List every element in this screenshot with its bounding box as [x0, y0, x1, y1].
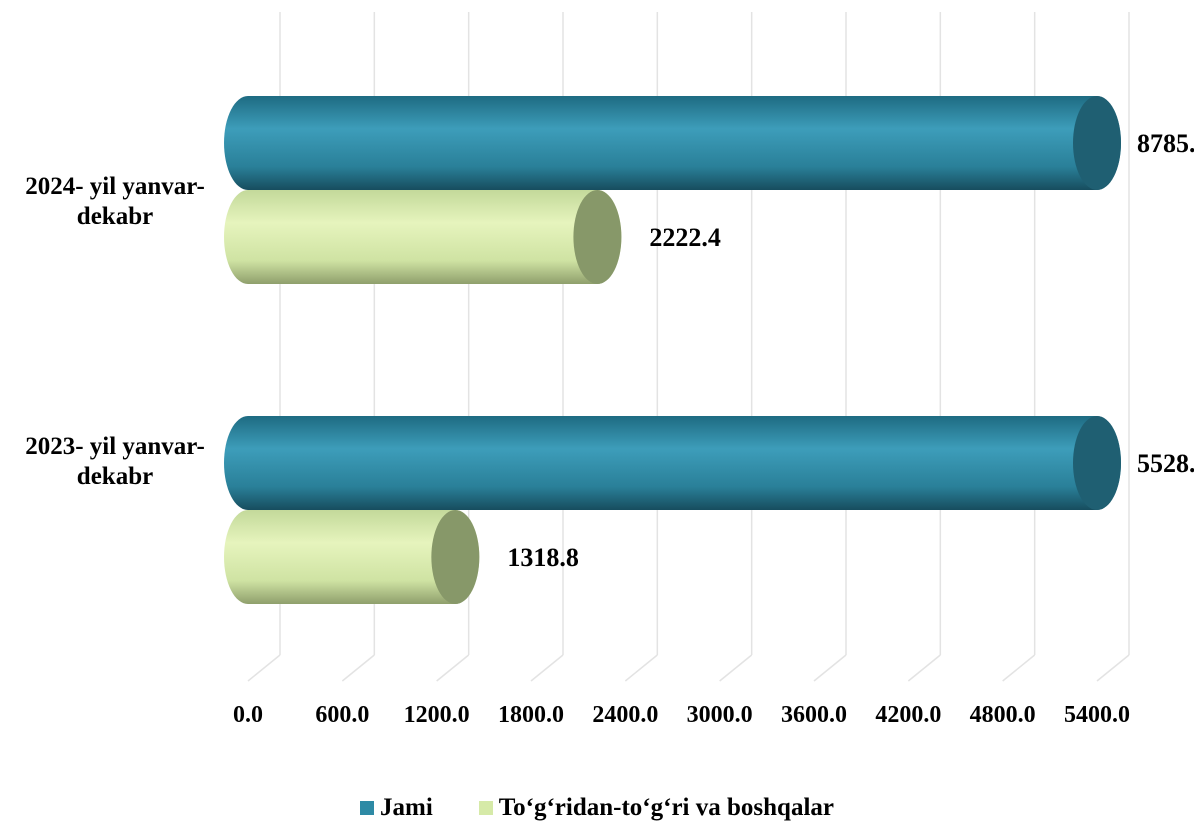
- category-label-line: dekabr: [76, 203, 154, 230]
- legend-item-jami: Jami: [360, 794, 433, 822]
- x-tick-label: 4200.0: [875, 702, 941, 728]
- data-label: 5528.6: [1137, 449, 1194, 478]
- gridline-floor: [247, 654, 281, 682]
- bar-end-cap: [573, 190, 622, 284]
- gridline-floor: [1002, 654, 1036, 682]
- bar-jami: [224, 96, 1121, 190]
- x-tick-label: 2400.0: [592, 702, 658, 728]
- x-tick-label: 3000.0: [687, 702, 753, 728]
- category-label: 2023- yil yanvar- dekabr: [0, 432, 230, 492]
- data-labels: 8785.2 2222.4 5528.6 1318.8: [507, 129, 1194, 572]
- gridline-floor: [436, 654, 470, 682]
- bar-togridan: [224, 510, 480, 604]
- legend-label: Jami: [380, 794, 433, 821]
- data-label: 1318.8: [507, 543, 579, 572]
- bar-jami: [224, 416, 1121, 510]
- gridline-floor: [1096, 654, 1130, 682]
- gridline-floor: [624, 654, 658, 682]
- category-label: 2024- yil yanvar- dekabr: [0, 172, 230, 232]
- x-tick-label: 1800.0: [498, 702, 564, 728]
- legend: Jami To‘g‘ridan-to‘g‘ri va boshqalar: [0, 794, 1194, 822]
- data-label: 2222.4: [649, 223, 721, 252]
- legend-label: To‘g‘ridan-to‘g‘ri va boshqalar: [498, 794, 834, 821]
- legend-swatch-jami: [360, 801, 374, 815]
- bar-end-cap: [1073, 96, 1121, 190]
- gridline-floor: [813, 654, 847, 682]
- gridline-floor: [530, 654, 564, 682]
- legend-swatch-togridan: [478, 801, 493, 815]
- x-tick-label: 0.0: [233, 702, 263, 728]
- x-axis-ticks: 0.0 600.0 1200.0 1800.0 2400.0 3000.0 3600.0 42…: [233, 702, 1130, 728]
- bar-end-cap: [1073, 416, 1121, 510]
- category-label-line: 2024- yil yanvar-: [25, 173, 205, 200]
- category-label-line: 2023- yil yanvar-: [25, 433, 205, 460]
- x-tick-label: 5400.0: [1064, 702, 1130, 728]
- gridline-floor: [719, 654, 753, 682]
- data-label: 8785.2: [1137, 129, 1194, 158]
- x-tick-label: 4800.0: [970, 702, 1036, 728]
- x-tick-label: 600.0: [315, 702, 369, 728]
- legend-item-togridan: To‘g‘ridan-to‘g‘ri va boshqalar: [478, 794, 834, 822]
- bar-end-cap: [431, 510, 480, 604]
- bar-togridan: [224, 189, 622, 284]
- gridline-floor: [907, 654, 941, 682]
- x-tick-label: 3600.0: [781, 702, 847, 728]
- gridline-floor: [341, 654, 375, 682]
- x-tick-label: 1200.0: [404, 702, 470, 728]
- category-label-line: dekabr: [76, 463, 154, 490]
- bars: [224, 96, 1121, 604]
